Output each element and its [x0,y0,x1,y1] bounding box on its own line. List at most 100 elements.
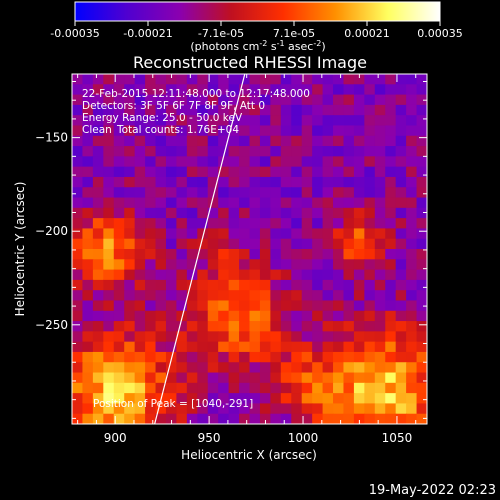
heatmap-cell [186,125,198,137]
heatmap-cell [259,321,271,332]
heatmap-cell [239,279,251,291]
heatmap-cell [374,393,386,405]
heatmap-cell [103,310,115,322]
heatmap-cell [280,74,292,85]
heatmap-cell [186,218,198,230]
heatmap-cell [333,135,345,147]
heatmap-cell [186,207,198,219]
heatmap-cell [301,269,313,281]
heatmap-cell [353,321,365,332]
heatmap-cell [82,413,94,424]
heatmap-cell [145,269,157,281]
heatmap-cell [416,382,427,394]
heatmap-cell [207,197,219,209]
heatmap-cell [364,259,376,271]
heatmap-cell [176,104,188,116]
heatmap-cell [259,104,271,116]
heatmap-cell [103,341,115,353]
heatmap-cell [155,321,167,332]
heatmap-cell [280,94,292,106]
heatmap-cell [165,269,178,281]
heatmap-cell [176,249,188,260]
heatmap-cell [228,300,240,312]
heatmap-cell [259,187,271,199]
heatmap-cell [134,197,146,209]
heatmap-cell [82,362,94,374]
heatmap-cell [343,94,355,106]
heatmap-cell [416,104,427,116]
heatmap-cell [322,403,334,415]
heatmap-cell [176,207,188,219]
heatmap-cell [374,74,386,85]
heatmap-cell [385,176,397,188]
heatmap-cell [165,135,178,147]
heatmap-cell [228,115,240,127]
heatmap-cell [207,403,219,415]
heatmap-cell [312,259,324,271]
heatmap-cell [374,300,386,312]
heatmap-cell [322,238,334,250]
heatmap-cell [291,413,303,424]
heatmap-cell [343,187,355,199]
heatmap-cell [124,146,136,157]
heatmap-cell [207,279,219,291]
heatmap-cell [364,187,376,199]
heatmap-cell [207,341,219,353]
heatmap-cell [155,300,167,312]
heatmap-cell [301,321,313,332]
heatmap-cell [228,228,240,240]
heatmap-cell [228,187,240,199]
heatmap-cell [406,382,418,394]
heatmap-cell [134,372,146,384]
heatmap-cell [280,341,292,353]
heatmap-cell [259,176,271,188]
heatmap-cell [374,207,386,219]
heatmap-cell [72,413,84,424]
heatmap-cell [124,413,136,424]
heatmap-cell [165,300,178,312]
heatmap-cell [259,310,271,322]
heatmap-cell [364,146,376,157]
heatmap-cell [155,341,167,353]
heatmap-cell [249,187,261,199]
heatmap-cell [385,351,397,363]
heatmap-cell [218,290,230,302]
heatmap-cell [385,341,397,353]
heatmap-cell [134,321,146,332]
heatmap-cell [406,393,418,405]
heatmap-cell [124,176,136,188]
heatmap-cell [197,84,209,96]
heatmap-cell [312,300,324,312]
x-axis-label: Heliocentric X (arcsec) [181,448,317,462]
heatmap-cell [249,146,261,157]
heatmap-cell [113,146,125,157]
heatmap-cell [207,218,219,230]
heatmap-cell [280,269,292,281]
heatmap-cell [416,249,427,260]
heatmap-cell [113,176,125,188]
heatmap-cell [353,351,365,363]
heatmap-cell [249,413,261,424]
heatmap-cell [333,331,345,343]
heatmap-cell [186,84,198,96]
heatmap-cell [197,341,209,353]
heatmap-cell [312,249,324,260]
heatmap-cell [259,249,271,260]
heatmap-cell [280,393,292,405]
heatmap-cell [124,279,136,291]
heatmap-cell [385,372,397,384]
heatmap-cell [343,310,355,322]
heatmap-cell [406,331,418,343]
heatmap-cell [416,413,427,424]
heatmap-cell [301,403,313,415]
heatmap-cell [103,259,115,271]
heatmap-cell [301,341,313,353]
heatmap-cell [395,249,407,260]
heatmap-cell [145,125,157,137]
heatmap-cell [343,341,355,353]
heatmap-cell [259,218,271,230]
heatmap-cell [301,94,313,106]
heatmap-cell [395,135,407,147]
heatmap-cell [155,279,167,291]
heatmap-cell [239,238,251,250]
